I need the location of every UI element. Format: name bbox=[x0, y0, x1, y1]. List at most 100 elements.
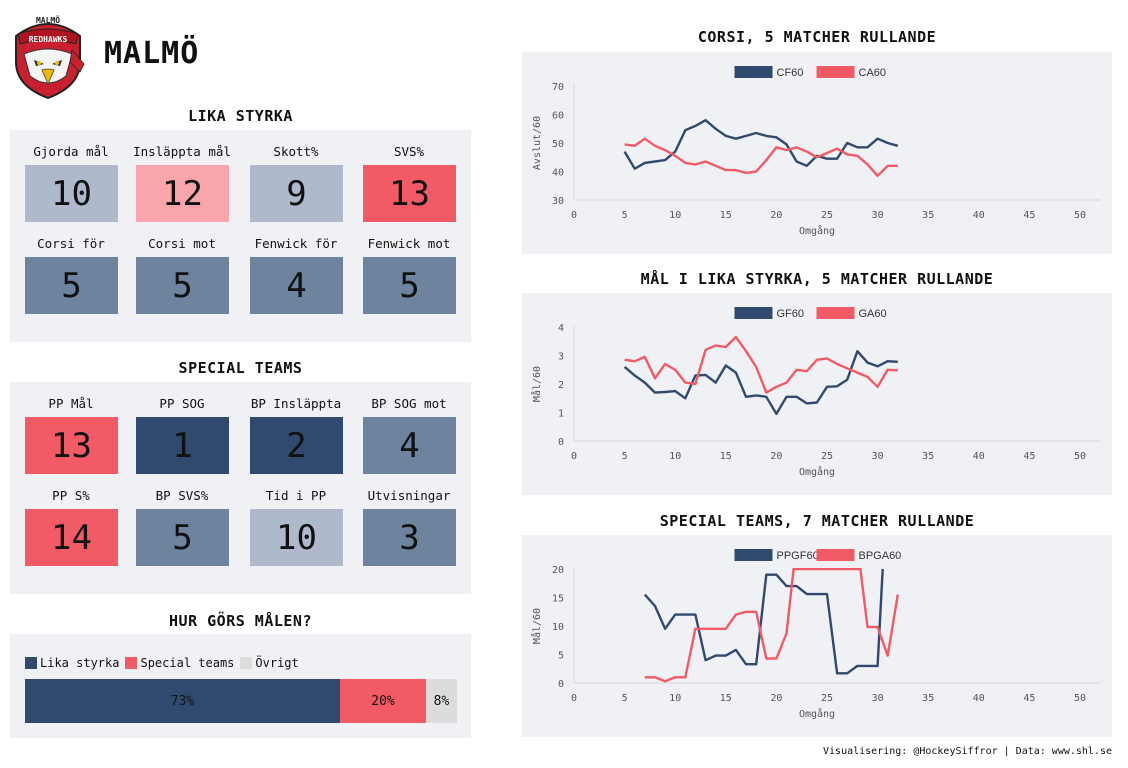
chart-panel-corsi: CF60 CA60 0 5 10 15 20 25 30 35 40 45 50 30 40 50 60 70 Om… bbox=[522, 52, 1112, 254]
x-tick-label: 15 bbox=[720, 210, 732, 221]
legend-swatch bbox=[816, 549, 855, 561]
x-tick-label: 30 bbox=[872, 451, 884, 462]
stat-label: PP SOG bbox=[159, 396, 205, 411]
legend-swatch bbox=[240, 657, 253, 669]
x-tick-label: 45 bbox=[1023, 451, 1035, 462]
x-tick-label: 45 bbox=[1023, 210, 1035, 221]
stat-label: Tid i PP bbox=[265, 488, 327, 503]
x-axis-label: Omgång bbox=[799, 465, 835, 478]
y-tick-label: 4 bbox=[558, 323, 564, 334]
y-tick-label: 0 bbox=[558, 437, 564, 448]
goal-mix-panel: Lika styrka Special teams Övrigt 73% 20% 8… bbox=[10, 634, 471, 738]
x-tick-label: 10 bbox=[669, 210, 681, 221]
chart-title-special: SPECIAL TEAMS, 7 MATCHER RULLANDE bbox=[659, 512, 975, 530]
legend-label: PPGF60 bbox=[777, 550, 819, 562]
stat-label: Insläppta mål bbox=[133, 144, 231, 159]
x-tick-label: 25 bbox=[821, 451, 833, 462]
chart-panel-special: PPGF60 BPGA60 0 5 10 15 20 25 30 35 40 45 50 0 5 10 15 20… bbox=[522, 535, 1112, 737]
y-tick-label: 70 bbox=[552, 82, 564, 93]
x-tick-label: 25 bbox=[821, 210, 833, 221]
goal-mix-title: HUR GÖRS MÅLEN? bbox=[169, 612, 312, 630]
legend-swatch bbox=[734, 66, 773, 78]
stat-label: Skott% bbox=[273, 144, 319, 159]
x-tick-label: 15 bbox=[720, 693, 732, 704]
stat-label: Fenwick för bbox=[254, 236, 338, 251]
stat-tile: 13 bbox=[363, 165, 456, 222]
series-line-ga60 bbox=[624, 335, 898, 394]
team-name: MALMÖ bbox=[104, 36, 200, 71]
stat-label: Utvisningar bbox=[367, 488, 451, 503]
x-tick-label: 0 bbox=[571, 693, 577, 704]
series-line-cf60 bbox=[623, 118, 899, 170]
x-tick-label: 35 bbox=[922, 693, 934, 704]
x-tick-label: 45 bbox=[1023, 693, 1035, 704]
legend-label: Övrigt bbox=[255, 656, 299, 670]
x-tick-label: 10 bbox=[669, 451, 681, 462]
y-tick-label: 1 bbox=[558, 409, 564, 420]
legend-swatch bbox=[816, 307, 855, 319]
legend-swatch bbox=[734, 549, 773, 561]
stat-tile: 4 bbox=[363, 417, 456, 474]
legend-swatch bbox=[125, 657, 138, 669]
x-tick-label: 50 bbox=[1074, 210, 1086, 221]
goals-chart: GF60 GA60 0 5 10 15 20 25 30 35 40 45 50 0 1 2 3 4 Omgång M… bbox=[530, 307, 1100, 478]
stat-label: Corsi mot bbox=[148, 236, 216, 251]
x-tick-label: 0 bbox=[571, 210, 577, 221]
goal-mix-segment: 8% bbox=[426, 679, 457, 723]
stat-tile: 9 bbox=[250, 165, 343, 222]
x-tick-label: 40 bbox=[973, 451, 985, 462]
legend-label: CF60 bbox=[777, 67, 804, 79]
stat-tile: 12 bbox=[136, 165, 229, 222]
x-tick-label: 0 bbox=[571, 451, 577, 462]
even-strength-title: LIKA STYRKA bbox=[188, 107, 293, 125]
y-axis-label: Mål/60 bbox=[530, 608, 543, 644]
stat-tile: 3 bbox=[363, 509, 456, 566]
stat-label: PP Mål bbox=[48, 396, 94, 411]
legend-label: GF60 bbox=[777, 308, 805, 320]
x-axis-label: Omgång bbox=[799, 224, 835, 237]
y-tick-label: 3 bbox=[558, 352, 564, 363]
chart-title-goals: MÅL I LIKA STYRKA, 5 MATCHER RULLANDE bbox=[640, 270, 994, 288]
stat-label: Corsi för bbox=[37, 236, 105, 251]
x-tick-label: 5 bbox=[622, 451, 628, 462]
y-tick-label: 20 bbox=[552, 565, 564, 576]
series-line-ppgf60 bbox=[643, 568, 884, 675]
x-axis-label: Omgång bbox=[799, 707, 835, 720]
stat-tile: 10 bbox=[25, 165, 118, 222]
goal-mix-legend: Lika styrka Special teams Övrigt bbox=[25, 656, 305, 670]
x-tick-label: 40 bbox=[973, 210, 985, 221]
legend-item-other: Övrigt bbox=[240, 656, 299, 670]
footer-credit: Visualisering: @HockeySiffror | Data: ww… bbox=[823, 746, 1112, 757]
y-tick-label: 5 bbox=[558, 651, 564, 662]
x-tick-label: 20 bbox=[770, 210, 782, 221]
stat-label: PP S% bbox=[52, 488, 90, 503]
y-tick-label: 40 bbox=[552, 168, 564, 179]
stat-tile: 1 bbox=[136, 417, 229, 474]
x-tick-label: 15 bbox=[720, 451, 732, 462]
stat-tile: 5 bbox=[363, 257, 456, 314]
x-tick-label: 30 bbox=[872, 693, 884, 704]
chart-panel-goals: GF60 GA60 0 5 10 15 20 25 30 35 40 45 50 0 1 2 3 4 Omgång M… bbox=[522, 293, 1112, 495]
goal-mix-segment: 73% bbox=[25, 679, 340, 723]
stat-label: BP SOG mot bbox=[371, 396, 447, 411]
series-line-ca60 bbox=[624, 137, 898, 178]
stat-tile: 13 bbox=[25, 417, 118, 474]
stat-tile: 14 bbox=[25, 509, 118, 566]
team-logo: MALMÖ REDHAWKS bbox=[10, 14, 86, 100]
x-tick-label: 5 bbox=[622, 693, 628, 704]
x-tick-label: 20 bbox=[770, 451, 782, 462]
y-tick-label: 60 bbox=[552, 111, 564, 122]
x-tick-label: 50 bbox=[1074, 451, 1086, 462]
legend-item-even: Lika styrka bbox=[25, 656, 119, 670]
y-tick-label: 0 bbox=[558, 679, 564, 690]
legend-label: Lika styrka bbox=[40, 656, 120, 670]
special-teams-title: SPECIAL TEAMS bbox=[178, 359, 303, 377]
legend-label: GA60 bbox=[859, 308, 887, 320]
goal-mix-segment: 20% bbox=[340, 679, 426, 723]
y-tick-label: 10 bbox=[552, 622, 564, 633]
logo-town-text: MALMÖ bbox=[36, 15, 60, 25]
y-tick-label: 2 bbox=[558, 380, 564, 391]
y-tick-label: 50 bbox=[552, 139, 564, 150]
series-line-gf60 bbox=[623, 350, 898, 416]
stat-tile: 10 bbox=[250, 509, 343, 566]
